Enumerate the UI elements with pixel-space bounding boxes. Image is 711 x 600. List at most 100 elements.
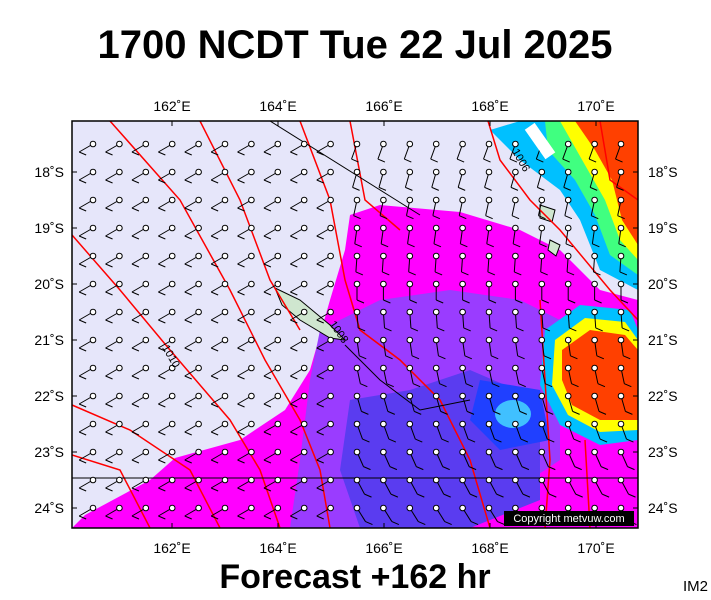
barb-flag [290, 459, 298, 464]
barb-station [617, 280, 625, 288]
barb-station [300, 420, 308, 428]
barb-flag [105, 347, 113, 352]
barb-station [116, 420, 123, 428]
barb-station [327, 196, 334, 204]
barb-flag [290, 515, 298, 520]
barb-flag [158, 515, 166, 520]
barb-flag [351, 158, 359, 163]
barb-station [300, 504, 308, 512]
barb-station [538, 252, 546, 260]
barb-station [485, 420, 493, 428]
barb-station [142, 476, 150, 484]
barb-flag [465, 383, 474, 388]
barb-flag [158, 291, 166, 296]
barb-flag [624, 383, 632, 388]
barb-flag [389, 466, 398, 471]
barb-station [142, 392, 150, 400]
barb-station [142, 196, 150, 204]
barb-station [300, 280, 308, 288]
barb-flag [442, 466, 450, 471]
barb-station [221, 308, 229, 316]
barb-flag [432, 215, 441, 220]
barb-flag [562, 158, 570, 163]
barb-flag [263, 151, 272, 156]
barb-flag [434, 271, 443, 276]
barb-station [248, 196, 255, 204]
barb-station [248, 280, 255, 288]
lon-label: 164˚E [259, 540, 296, 556]
barb-flag [593, 271, 601, 276]
barb-flag [518, 383, 526, 388]
barb-flag [412, 383, 421, 388]
barb-flag [591, 215, 599, 220]
barb-flag [489, 327, 498, 332]
barb-station [168, 392, 176, 400]
barb-flag [78, 347, 87, 352]
barb-flag [541, 299, 549, 304]
barb-station [116, 336, 123, 344]
barb-flag [263, 403, 272, 408]
barb-station [380, 336, 387, 344]
barb-station [353, 140, 361, 148]
barb-station [459, 252, 466, 260]
barb-station [485, 476, 493, 484]
barb-flag [316, 515, 324, 520]
barb-station [617, 448, 625, 456]
barb-station [248, 392, 255, 400]
barb-station [195, 168, 202, 176]
barb-flag [263, 487, 272, 492]
barb-station [274, 504, 282, 512]
barb-station [459, 168, 466, 176]
barb-station [274, 168, 282, 176]
barb-station [142, 504, 150, 512]
barb-flag [316, 347, 324, 352]
isobars [72, 121, 638, 528]
lon-label: 170˚E [577, 540, 614, 556]
barb-flag [158, 347, 166, 352]
barb-station [221, 392, 229, 400]
barb-station [406, 224, 414, 232]
barb-station [591, 308, 598, 316]
barb-flag [565, 243, 574, 248]
barb-station [327, 504, 334, 512]
barb-flag [263, 459, 272, 464]
barb-flag [443, 493, 451, 498]
barb-station [432, 420, 440, 428]
barb-flag [390, 493, 399, 498]
barb-station [406, 448, 414, 456]
barb-station [195, 280, 202, 288]
barb-flag [316, 291, 324, 296]
barb-flag [564, 215, 573, 220]
barb-station [512, 252, 519, 260]
barb-flag [158, 179, 166, 184]
barb-station [538, 504, 546, 512]
lon-label: 168˚E [471, 98, 508, 114]
barb-station [89, 364, 97, 372]
barb-flag [386, 383, 394, 388]
barb-flag [483, 158, 491, 163]
barb-station [406, 504, 414, 512]
barb-station [116, 252, 123, 260]
barb-flag [487, 271, 496, 276]
barb-station [248, 168, 255, 176]
barb-flag [364, 493, 372, 498]
barb-flag [78, 207, 87, 212]
barb-flag [131, 515, 140, 520]
barb-station [116, 448, 123, 456]
barb-flag [210, 459, 219, 464]
barb-station [353, 476, 361, 484]
barb-flag [510, 186, 519, 191]
barb-station [89, 140, 97, 148]
copyright-box [504, 511, 634, 526]
barb-station [459, 504, 466, 512]
barb-station [274, 280, 282, 288]
barb-flag [290, 151, 298, 156]
barb-station [142, 420, 150, 428]
barb-station [168, 140, 176, 148]
barb-flag [158, 151, 166, 156]
barb-station [353, 224, 361, 232]
barb-station [89, 224, 97, 232]
barb-flag [515, 299, 523, 304]
barb-station [617, 504, 625, 512]
barb-station [406, 168, 414, 176]
